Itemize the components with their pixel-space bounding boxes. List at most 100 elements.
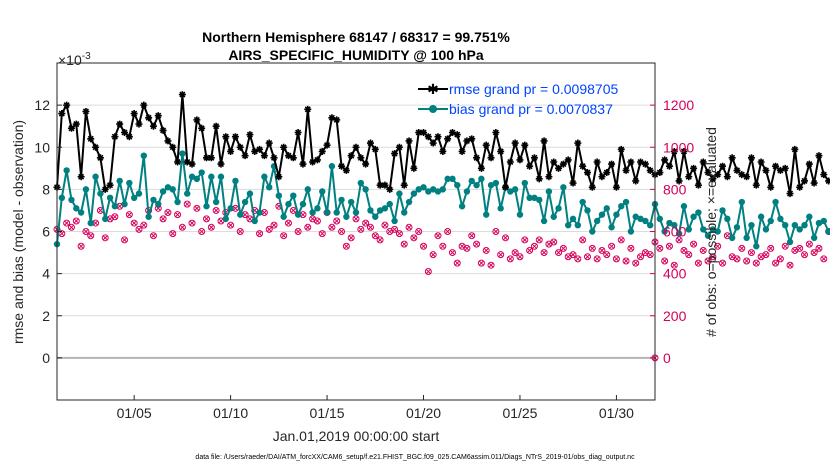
rmse-point — [487, 154, 495, 162]
bias-point — [690, 213, 697, 220]
bias-point — [319, 188, 326, 195]
rmse-point — [453, 131, 461, 139]
bias-point — [410, 190, 418, 197]
rmse-point — [246, 131, 254, 139]
obs-evaluated-marker — [748, 250, 755, 256]
rmse-point — [574, 139, 582, 147]
obs-evaluated-marker — [256, 231, 263, 237]
obs-evaluated-marker — [773, 260, 779, 266]
obs-evaluated-marker — [136, 226, 142, 232]
rmse-point — [391, 150, 399, 158]
bias-point — [338, 196, 345, 204]
y-tick-label-left: 10 — [34, 139, 50, 155]
y-tick-label-right: 400 — [663, 266, 687, 282]
obs-possible-marker — [786, 261, 794, 269]
bias-point — [343, 213, 350, 220]
bias-point — [265, 184, 273, 191]
obs-evaluated-marker — [637, 254, 644, 260]
bias-point — [743, 234, 750, 242]
obs-evaluated-marker — [179, 224, 185, 230]
obs-possible-marker — [284, 219, 292, 227]
obs-evaluated-marker — [425, 268, 431, 275]
obs-evaluated-marker — [372, 233, 378, 239]
obs-evaluated-marker — [555, 250, 562, 256]
bias-point — [733, 224, 741, 231]
obs-possible-marker — [815, 244, 823, 252]
bias-point — [415, 186, 422, 193]
rmse-point — [260, 152, 268, 160]
bias-point — [212, 198, 220, 206]
rmse-point — [198, 124, 206, 132]
bias-point — [825, 228, 830, 235]
obs-possible-marker — [207, 223, 215, 231]
obs-evaluated-marker — [454, 260, 460, 266]
rmse-point — [448, 129, 456, 137]
obs-evaluated-marker — [102, 235, 108, 241]
obs-evaluated-marker — [498, 252, 504, 258]
obs-possible-marker — [661, 257, 669, 265]
rmse-point — [149, 122, 157, 130]
obs-evaluated-marker — [213, 207, 219, 213]
obs-evaluated-marker — [343, 243, 349, 249]
obs-possible-marker — [429, 251, 437, 259]
obs-evaluated-marker — [430, 252, 436, 258]
obs-evaluated-marker — [319, 231, 325, 237]
bias-point — [246, 190, 254, 197]
x-tick-label: 01/10 — [213, 405, 248, 421]
rmse-point — [265, 139, 273, 147]
rmse-point — [231, 133, 239, 141]
bias-point — [121, 200, 128, 208]
rmse-point — [704, 169, 712, 177]
rmse-point — [670, 147, 678, 155]
x-tick-label: 01/20 — [406, 405, 441, 421]
bias-point — [92, 173, 99, 180]
rmse-point — [468, 135, 476, 143]
bias-point — [159, 188, 167, 195]
bias-point — [738, 198, 746, 206]
obs-possible-marker — [434, 232, 442, 240]
obs-possible-marker — [506, 255, 514, 263]
obs-possible-marker — [583, 253, 591, 261]
rmse-point — [559, 160, 567, 168]
bias-point — [497, 205, 504, 212]
bias-point — [454, 181, 461, 189]
obs-possible-marker — [530, 242, 538, 250]
legend: ✱ rmse grand pr = 0.0098705 bias grand p… — [418, 81, 618, 117]
obs-evaluated-marker — [710, 254, 716, 260]
obs-possible-marker — [444, 228, 452, 235]
obs-possible-marker — [381, 221, 389, 229]
bias-point — [603, 205, 610, 212]
obs-evaluated-marker — [681, 247, 687, 254]
rmse-point — [723, 173, 731, 181]
bias-point — [227, 205, 234, 212]
bias-point — [68, 196, 75, 204]
obs-evaluated-marker — [821, 256, 827, 262]
bias-point — [661, 228, 668, 235]
obs-possible-marker — [63, 219, 71, 227]
bias-point — [709, 226, 717, 233]
y-tick-label-right: 200 — [663, 308, 687, 324]
obs-evaluated-marker — [724, 233, 730, 239]
obs-possible-marker — [482, 246, 490, 254]
rmse-point — [415, 129, 423, 137]
bias-point — [237, 211, 244, 218]
bias-point — [820, 217, 827, 225]
obs-possible-marker — [352, 215, 360, 223]
obs-evaluated-marker — [502, 235, 509, 241]
rmse-point — [313, 156, 321, 164]
rmse-point — [747, 154, 755, 162]
rmse-point — [164, 137, 172, 145]
obs-possible-marker — [371, 232, 379, 240]
data-file-footer: data file: /Users/raeder/DAI/ATM_forcXX/… — [195, 454, 635, 461]
obs-evaluated-marker — [676, 237, 682, 243]
obs-possible-marker — [477, 259, 485, 267]
obs-possible-marker — [608, 242, 616, 250]
obs-evaluated-marker — [734, 256, 740, 262]
obs-evaluated-marker — [551, 239, 557, 245]
bias-point — [439, 186, 447, 193]
bias-point — [217, 173, 225, 180]
obs-count-markers — [53, 200, 830, 362]
obs-evaluated-marker — [83, 228, 89, 235]
bias-point — [637, 215, 644, 223]
